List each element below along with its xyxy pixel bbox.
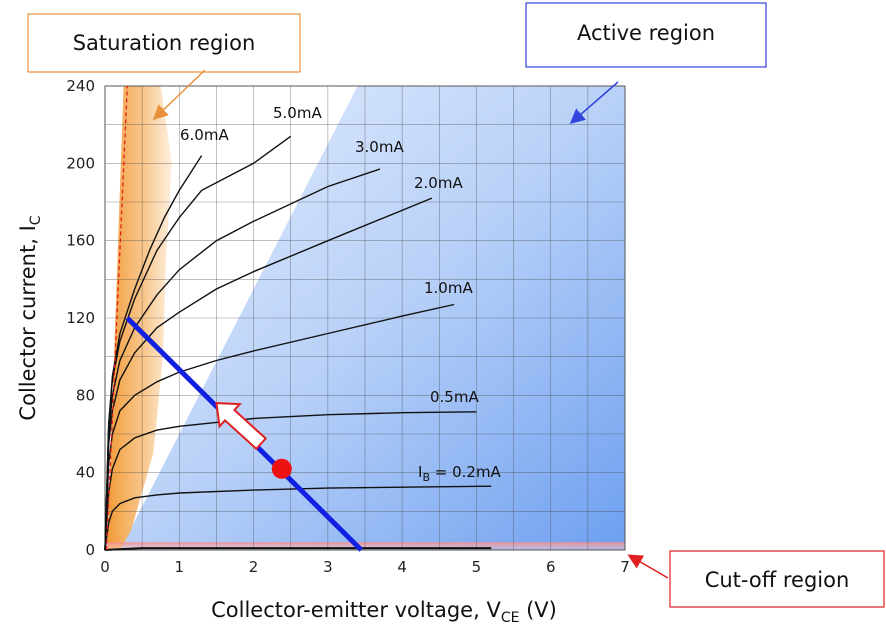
series-line <box>104 168 381 551</box>
y-tick-label: 200 <box>66 154 95 172</box>
y-tick-label: 40 <box>76 464 95 482</box>
series-line <box>104 485 492 551</box>
series-label: IB = 0.2mA <box>418 463 502 484</box>
y-tick-label: 120 <box>66 309 95 327</box>
series-line <box>104 303 455 551</box>
operating-point <box>271 458 292 479</box>
x-tick-label: 2 <box>249 558 259 576</box>
x-tick-label: 5 <box>472 558 482 576</box>
series-line <box>104 155 203 551</box>
series-label: 1.0mA <box>424 279 473 297</box>
x-tick-label: 1 <box>175 558 185 576</box>
y-axis-title: Collector current, IC <box>16 215 44 420</box>
series-label: 3.0mA <box>355 138 404 156</box>
saturation-arrow <box>152 69 206 121</box>
x-tick-label: 0 <box>100 558 110 576</box>
plot-frame <box>104 85 626 551</box>
active-callout: Active region <box>525 2 767 124</box>
cutoff-curve <box>104 547 492 551</box>
x-tick-label: 4 <box>397 558 407 576</box>
y-tick-label: 0 <box>85 541 95 559</box>
series-label: 0.5mA <box>430 388 479 406</box>
direction-arrow-icon <box>215 402 268 451</box>
x-axis-title: Collector-emitter voltage, VCE (V) <box>211 598 557 626</box>
saturation-label: Saturation region <box>73 31 256 55</box>
y-tick-label: 240 <box>66 77 95 95</box>
x-tick-label: 6 <box>546 558 556 576</box>
series-label: 6.0mA <box>180 126 229 144</box>
cutoff-arrow <box>627 554 669 579</box>
saturation-boundary-line <box>105 85 128 551</box>
series-line <box>104 411 477 551</box>
series-label: 5.0mA <box>273 104 322 122</box>
x-tick-label: 7 <box>620 558 630 576</box>
active-label: Active region <box>577 21 715 45</box>
cutoff-label: Cut-off region <box>705 568 850 592</box>
y-tick-label: 160 <box>66 232 95 250</box>
series-label: 2.0mA <box>414 174 463 192</box>
x-tick-label: 3 <box>323 558 333 576</box>
grid <box>104 85 626 551</box>
cutoff-callout: Cut-off region <box>627 550 885 608</box>
saturation-callout: Saturation region <box>27 13 301 121</box>
active-arrow <box>569 81 619 124</box>
series-line <box>104 197 433 551</box>
y-tick-label: 80 <box>76 386 95 404</box>
